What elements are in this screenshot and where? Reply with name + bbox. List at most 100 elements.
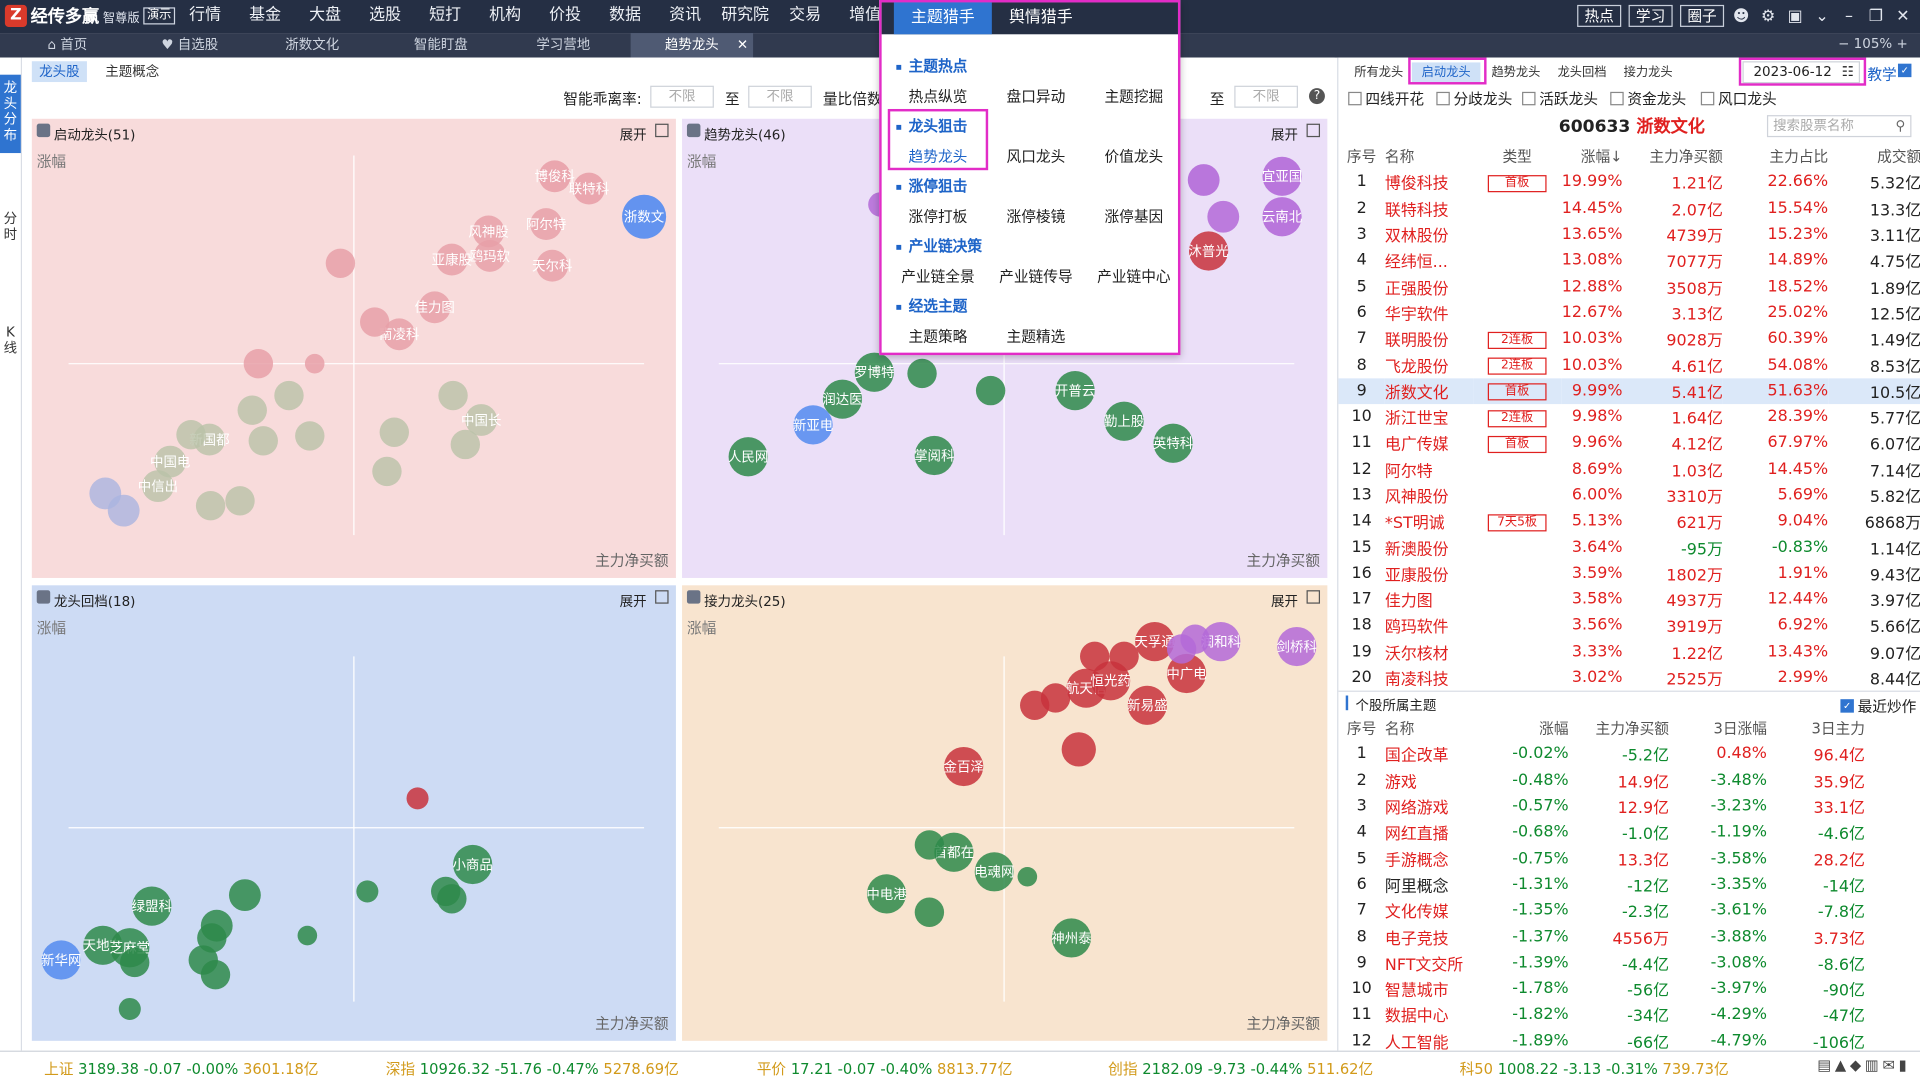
- recent-hype-toggle[interactable]: ✓ 最近炒作: [1840, 696, 1916, 717]
- col-turnover[interactable]: 成交额: [1877, 148, 1920, 166]
- stock-bubble[interactable]: [120, 947, 150, 978]
- teach-link[interactable]: 教学: [1867, 66, 1897, 84]
- stock-bubble[interactable]: [142, 470, 174, 503]
- dd-item-theme-selection[interactable]: 主题精选: [1006, 328, 1066, 346]
- stock-bubble[interactable]: [154, 445, 187, 478]
- menu-value-added[interactable]: 增值: [849, 6, 882, 25]
- stock-bubble[interactable]: [360, 307, 390, 337]
- theme-row[interactable]: 2 游戏 -0.48% 14.9亿 -3.48% 35.9亿: [1338, 767, 1920, 793]
- dd-tab-sentiment-hunter[interactable]: 舆情猎手: [1008, 8, 1073, 27]
- stock-bubble[interactable]: [1040, 683, 1071, 713]
- dd-item-theme-strategy[interactable]: 主题策略: [908, 328, 968, 346]
- stock-bubble[interactable]: [536, 249, 569, 282]
- tab-smart-watch[interactable]: 智能盯盘: [404, 33, 477, 57]
- side-tab-kline[interactable]: K线: [0, 324, 21, 373]
- stock-bubble[interactable]: [228, 879, 261, 912]
- col-name[interactable]: 名称: [1384, 720, 1415, 738]
- stock-bubble[interactable]: [1127, 685, 1167, 725]
- rtab-relay-leaders[interactable]: 接力龙头: [1623, 66, 1673, 80]
- stock-bubble[interactable]: [1180, 624, 1210, 654]
- stock-bubble[interactable]: [200, 960, 231, 990]
- menu-value-investing[interactable]: 价投: [549, 6, 582, 25]
- stock-bubble[interactable]: [274, 380, 304, 411]
- stock-bubble[interactable]: [1104, 401, 1144, 441]
- table-row[interactable]: 15 新澳股份 3.64% -95万 -0.83% 1.14亿: [1338, 534, 1920, 560]
- stock-bubble[interactable]: [1262, 197, 1302, 237]
- stock-bubble[interactable]: [914, 897, 945, 927]
- zoom-control[interactable]: − 105% +: [1838, 35, 1908, 52]
- fullscreen-icon[interactable]: [655, 590, 669, 604]
- menu-news[interactable]: 资讯: [669, 6, 702, 25]
- stock-bubble[interactable]: [89, 477, 122, 510]
- menu-fund[interactable]: 基金: [249, 6, 282, 25]
- theme-row[interactable]: 3 网络游戏 -0.57% 12.9亿 -3.23% 33.1亿: [1338, 793, 1920, 819]
- stock-bubble[interactable]: [435, 243, 468, 276]
- stock-bubble[interactable]: [472, 215, 505, 248]
- stock-bubble[interactable]: [974, 852, 1014, 892]
- stock-bubble[interactable]: [1201, 622, 1241, 662]
- stock-bubble[interactable]: [793, 405, 833, 445]
- fullscreen-icon[interactable]: [1306, 590, 1321, 604]
- stock-bubble[interactable]: [934, 832, 974, 872]
- stock-bubble[interactable]: [914, 435, 954, 476]
- stock-bubble[interactable]: [1187, 164, 1220, 196]
- date-picker[interactable]: 2023-06-12 ☷: [1742, 61, 1861, 84]
- stock-bubble[interactable]: [1109, 641, 1139, 672]
- message-icon[interactable]: ✉: [1882, 1056, 1899, 1074]
- rtab-all-leaders[interactable]: 所有龙头: [1354, 66, 1404, 80]
- menu-hangqing[interactable]: 行情: [189, 6, 222, 25]
- stock-bubble[interactable]: [195, 491, 226, 521]
- expand-button[interactable]: 展开: [1271, 593, 1298, 610]
- tab-home[interactable]: ⌂ 首页: [37, 33, 98, 57]
- stock-bubble[interactable]: [176, 420, 206, 450]
- dd-item-chain-panorama[interactable]: 产业链全景: [901, 268, 975, 286]
- stock-bubble[interactable]: [854, 352, 894, 392]
- table-row[interactable]: 2 联特科技 14.45% 2.07亿 15.54% 13.3亿: [1338, 195, 1920, 221]
- col-index[interactable]: 序号: [1346, 148, 1377, 166]
- dd-item-theme-mining[interactable]: 主题挖掘: [1104, 88, 1164, 106]
- status-icons[interactable]: ▤▲◆▥✉▮: [1817, 1057, 1910, 1074]
- expand-button[interactable]: 展开: [1271, 127, 1298, 144]
- stock-bubble[interactable]: [728, 437, 768, 477]
- hot-button[interactable]: 热点: [1577, 4, 1622, 27]
- col-change[interactable]: 涨幅↓: [1580, 148, 1623, 166]
- table-row[interactable]: 10 浙江世宝 2连板 9.98% 1.64亿 28.39% 5.77亿: [1338, 404, 1920, 430]
- theme-row[interactable]: 7 文化传媒 -1.35% -2.3亿 -3.61% -7.8亿: [1338, 898, 1920, 924]
- stock-bubble[interactable]: [197, 923, 227, 953]
- close-icon[interactable]: ✕: [1896, 6, 1910, 26]
- stock-bubble[interactable]: [1017, 866, 1038, 887]
- col-3d-change[interactable]: 3日涨幅: [1713, 720, 1767, 738]
- stock-bubble[interactable]: [379, 417, 409, 447]
- dd-item-limit-up-board[interactable]: 涨停打板: [908, 208, 968, 226]
- index-k50[interactable]: 科50 1008.22 -3.13 -0.31% 739.73亿: [1460, 1058, 1729, 1079]
- stock-bubble[interactable]: [406, 787, 429, 810]
- theme-row[interactable]: 9 NFT文交所 -1.39% -4.4亿 -3.08% -8.6亿: [1338, 950, 1920, 976]
- index-cy[interactable]: 创指 2182.09 -9.73 -0.44% 511.62亿: [1108, 1058, 1373, 1079]
- index-avg[interactable]: 平价 17.21 -0.07 -0.40% 8813.77亿: [757, 1058, 1013, 1079]
- theme-row[interactable]: 5 手游概念 -0.75% 13.3亿 -3.58% 28.2亿: [1338, 845, 1920, 871]
- table-row[interactable]: 1 博俊科技 首板 19.99% 1.21亿 22.66% 5.32亿: [1338, 169, 1920, 195]
- stock-bubble[interactable]: [1166, 653, 1207, 694]
- table-row[interactable]: 18 鸥玛软件 3.56% 3919万 6.92% 5.66亿: [1338, 613, 1920, 639]
- table-row[interactable]: 17 佳力图 3.58% 4937万 12.44% 3.97亿: [1338, 587, 1920, 613]
- table-row[interactable]: 13 风神股份 6.00% 3310万 5.69% 5.82亿: [1338, 482, 1920, 508]
- table-row[interactable]: 16 亚康股份 3.59% 1802万 1.91% 9.43亿: [1338, 561, 1920, 587]
- demo-badge[interactable]: 演示: [143, 7, 176, 25]
- table-row[interactable]: 4 经纬恒... 13.08% 7077万 14.89% 4.75亿: [1338, 248, 1920, 274]
- dd-item-limit-up-gene[interactable]: 涨停基因: [1104, 208, 1164, 226]
- tab-trend-leader[interactable]: 趋势龙头 ✕: [630, 33, 754, 58]
- col-type[interactable]: 类型: [1502, 148, 1532, 166]
- index-sz[interactable]: 深指 10926.32 -51.76 -0.47% 5278.69亿: [386, 1058, 679, 1079]
- stock-bubble[interactable]: [975, 375, 1006, 406]
- stock-bubble[interactable]: [573, 172, 605, 205]
- stock-bubble[interactable]: [304, 353, 325, 374]
- table-row[interactable]: 3 双林股份 13.65% 4739万 15.23% 3.11亿: [1338, 222, 1920, 248]
- side-tab-leader-distribution[interactable]: 龙头分布: [0, 74, 21, 154]
- table-row[interactable]: 9 浙数文化 首板 9.99% 5.41亿 51.63% 10.5亿: [1338, 377, 1920, 405]
- dd-item-limit-up-prism[interactable]: 涨停棱镜: [1006, 208, 1066, 226]
- cb-capital[interactable]: 资金龙头: [1610, 88, 1686, 109]
- side-tab-intraday[interactable]: 分时: [0, 211, 21, 260]
- stock-bubble[interactable]: [1055, 371, 1095, 411]
- cb-wind[interactable]: 风口龙头: [1700, 88, 1777, 109]
- theme-row[interactable]: 12 人工智能 -1.89% -66亿 -4.79% -106亿: [1338, 1028, 1920, 1054]
